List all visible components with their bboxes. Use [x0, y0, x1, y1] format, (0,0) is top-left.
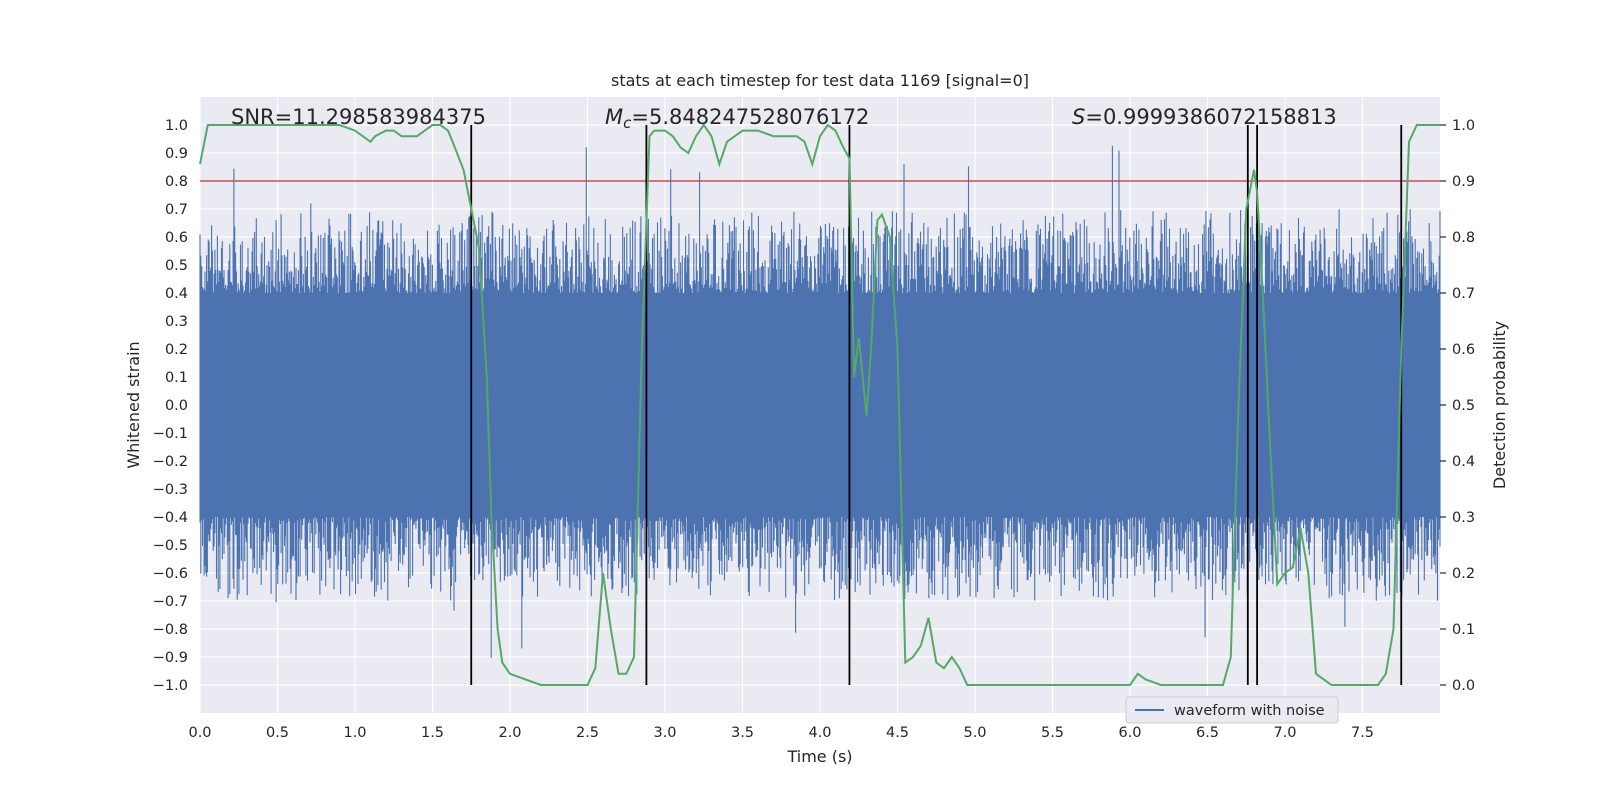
- y2-tick-label: 0.3: [1452, 510, 1475, 526]
- y2-tick-label: 0.6: [1452, 342, 1475, 358]
- y-tick-label: −0.7: [153, 594, 188, 610]
- mc-value: =5.848247528076172: [631, 105, 869, 129]
- y-tick-label: 0.3: [165, 314, 188, 330]
- x-axis-label: Time (s): [786, 747, 852, 766]
- y-tick-label: −0.1: [153, 426, 188, 442]
- y2-tick-label: 1.0: [1452, 118, 1475, 134]
- y2-tick-label: 0.5: [1452, 398, 1475, 414]
- x-tick-label: 7.5: [1351, 725, 1374, 741]
- legend-label: waveform with noise: [1174, 703, 1325, 719]
- x-tick-label: 5.0: [963, 725, 986, 741]
- y2-tick-label: 0.7: [1452, 286, 1475, 302]
- mc-subscript: c: [623, 114, 632, 132]
- x-tick-label: 2.5: [576, 725, 599, 741]
- x-tick-label: 3.5: [731, 725, 754, 741]
- waveform-trace: [199, 145, 1441, 658]
- y-tick-label: −0.4: [153, 510, 188, 526]
- y-tick-label: −0.9: [153, 650, 188, 666]
- y2-tick-label: 0.9: [1452, 174, 1475, 190]
- y-tick-label: −0.3: [153, 482, 188, 498]
- y-tick-label: 0.2: [165, 342, 188, 358]
- s-annotation: S=0.9999386072158813: [1072, 105, 1337, 129]
- y-tick-label: 0.7: [165, 202, 188, 218]
- y-tick-label: −0.6: [153, 566, 188, 582]
- x-tick-label: 0.5: [266, 725, 289, 741]
- y-tick-label: 0.0: [165, 398, 188, 414]
- s-symbol: S: [1072, 105, 1085, 129]
- y2-tick-label: 0.4: [1452, 454, 1475, 470]
- y-tick-label: −0.8: [153, 622, 188, 638]
- waveform-series: [199, 145, 1441, 658]
- y-tick-label: 0.6: [165, 230, 188, 246]
- x-tick-label: 6.5: [1196, 725, 1219, 741]
- x-tick-label: 3.0: [653, 725, 676, 741]
- y-tick-label: −0.5: [153, 538, 188, 554]
- legend-box: [1125, 696, 1339, 724]
- chart-title: stats at each timestep for test data 116…: [611, 71, 1029, 90]
- x-tick-label: 4.0: [808, 725, 831, 741]
- y2-axis-ticks: 1.0 0.9 0.8 0.7 0.6 0.5 0.4 0.3 0.2 0.1 0.0: [1440, 118, 1475, 694]
- y-tick-label: 0.4: [165, 286, 188, 302]
- y-tick-label: 1.0: [165, 118, 188, 134]
- x-tick-label: 7.0: [1273, 725, 1296, 741]
- x-tick-label: 1.5: [421, 725, 444, 741]
- y-tick-label: −0.2: [153, 454, 188, 470]
- y-tick-label: −1.0: [153, 678, 188, 694]
- y-axis-ticks: 1.0 0.9 0.8 0.7 0.6 0.5 0.4 0.3 0.2 0.1 0.0 −0.1 −0.…: [153, 118, 188, 694]
- y2-tick-label: 0.8: [1452, 230, 1475, 246]
- y-tick-label: 0.9: [165, 146, 188, 162]
- x-tick-label: 5.5: [1041, 725, 1064, 741]
- y-tick-label: 0.5: [165, 258, 188, 274]
- snr-annotation: SNR=11.298583984375: [231, 105, 486, 129]
- y2-axis-label: Detection probability: [1490, 321, 1509, 489]
- legend: waveform with noise: [1125, 696, 1339, 724]
- y2-tick-label: 0.0: [1452, 678, 1475, 694]
- x-tick-label: 2.0: [498, 725, 521, 741]
- s-value: =0.9999386072158813: [1085, 105, 1336, 129]
- mc-symbol: M: [605, 105, 623, 129]
- x-tick-label: 4.5: [886, 725, 909, 741]
- y2-tick-label: 0.1: [1452, 622, 1475, 638]
- x-axis-ticks: 0.0 0.5 1.0 1.5 2.0 2.5 3.0 3.5 4.0 4.5 5.0 5.5 6.0 6…: [188, 725, 1374, 741]
- x-tick-label: 1.0: [343, 725, 366, 741]
- probability-line: [199, 123, 1440, 686]
- y-axis-label: Whitened strain: [124, 341, 143, 468]
- y-tick-label: 0.8: [165, 174, 188, 190]
- y-tick-label: 0.1: [165, 370, 188, 386]
- y2-tick-label: 0.2: [1452, 566, 1475, 582]
- x-tick-label: 0.0: [188, 725, 211, 741]
- x-tick-label: 6.0: [1118, 725, 1141, 741]
- mc-annotation: Mc=5.848247528076172: [605, 105, 869, 132]
